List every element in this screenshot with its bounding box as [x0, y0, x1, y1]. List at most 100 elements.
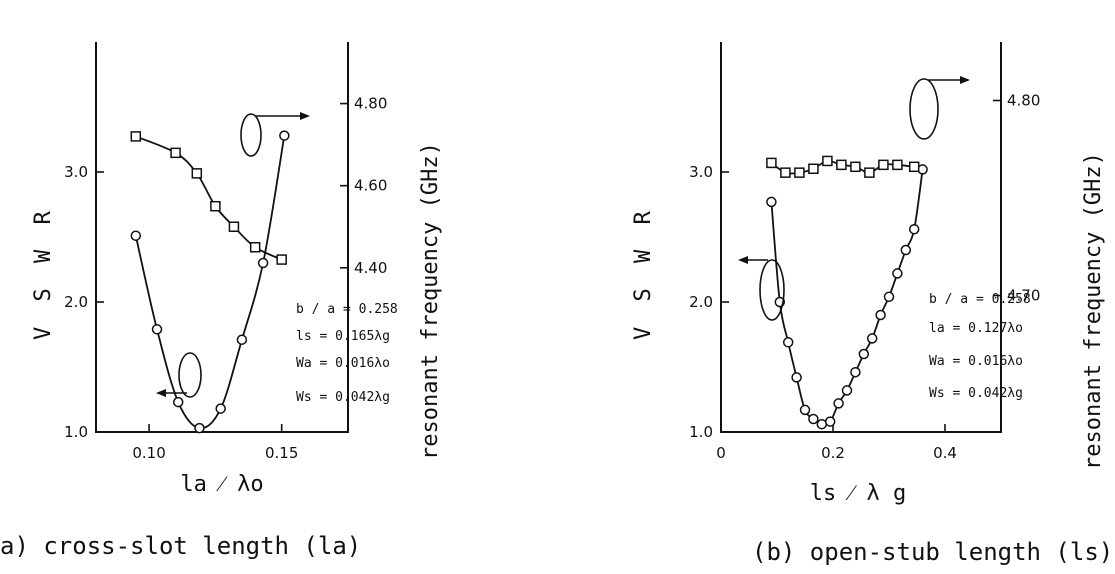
chart-a-frequency-point	[210, 200, 221, 212]
chart-a-y-left-tick-label: 1.0	[64, 423, 88, 441]
chart-b-param-1: b / a = 0.258	[929, 292, 1031, 307]
chart-b-xlabel: ls ⁄ λ g	[810, 481, 906, 506]
chart-a-params: b / a = 0.258 ls = 0.165λg Wa = 0.016λo …	[296, 302, 398, 405]
chart-b-y-left-tick-label: 3.0	[689, 163, 713, 181]
chart-b-markers	[766, 155, 928, 430]
chart-b-indicator-vswr-arrowhead	[738, 256, 748, 264]
chart-b-vswr-point	[808, 413, 819, 425]
chart-a-ylabel-right: resonant frequency (GHz)	[418, 142, 443, 460]
chart-b-vswr-point	[833, 398, 844, 409]
chart-b-param-2: la = 0.127λo	[929, 321, 1023, 336]
chart-b-curves	[770, 159, 924, 426]
chart-b-vswr-point	[791, 372, 802, 383]
chart-b-vswr-point	[875, 309, 886, 321]
chart-b-vswr-point	[782, 337, 794, 348]
chart-b-ylabel-left: V S W R	[631, 205, 656, 340]
chart-a-series-vswr-line	[134, 135, 286, 430]
chart-a-ticks: 0.10 0.15 1.0 2.0 3.0 4.40 4.60 4.80	[64, 95, 387, 462]
chart-b-vswr-point	[816, 418, 828, 430]
chart-b-vswr-point	[908, 223, 920, 235]
chart-b-indicator-vswr	[738, 256, 785, 321]
chart-a-ylabel-left: V S W R	[31, 205, 56, 340]
chart-a-frequency-point	[191, 168, 203, 179]
chart-b: 0 0.2 0.4 1.0 2.0 3.0 4.70 4.80 V S W R resonan…	[631, 42, 1113, 566]
chart-b-frequency-point	[892, 159, 903, 171]
chart-b-param-3: Wa = 0.016λo	[929, 354, 1023, 369]
chart-b-indicator-freq-ellipse	[909, 78, 939, 140]
chart-a-frequency-point	[249, 242, 261, 253]
chart-a-indicator-vswr	[156, 352, 202, 398]
chart-a-indicator-freq-ellipse	[240, 113, 262, 157]
chart-a-frequency-point	[170, 147, 181, 159]
chart-b-ylabel-right: resonant frequency (GHz)	[1081, 152, 1106, 470]
chart-b-vswr-point	[858, 348, 870, 360]
chart-a-vswr-point	[236, 334, 248, 345]
chart-b-vswr-point	[799, 404, 811, 416]
chart-b-vswr-point	[892, 268, 903, 279]
chart-a-indicator-vswr-arrowhead	[156, 389, 166, 397]
chart-b-y-right-tick-label: 4.70	[1007, 287, 1040, 305]
chart-b-caption: (b) open-stub length (ls)	[752, 538, 1113, 566]
chart-b-x-tick-label: 0.4	[933, 444, 957, 462]
chart-a-y-left-tick-label: 2.0	[64, 293, 88, 311]
chart-b-indicator-freq	[909, 76, 970, 140]
chart-a-xlabel: la ⁄ λo	[180, 472, 263, 497]
chart-a-vswr-point	[279, 130, 290, 141]
chart-a-frequency-point	[276, 254, 287, 265]
chart-a-vswr-point	[257, 257, 269, 269]
chart-b-vswr-point	[824, 416, 836, 427]
chart-b-vswr-point	[841, 385, 853, 396]
chart-b-y-right-tick-label: 4.80	[1007, 92, 1040, 110]
chart-b-x-tick-label: 0	[716, 444, 726, 462]
chart-b-x-tick-label: 0.2	[821, 444, 845, 462]
chart-b-frequency-point	[766, 157, 777, 169]
chart-a-x-tick-label: 0.10	[132, 444, 165, 462]
chart-b-frequency-point	[822, 155, 833, 167]
chart-b-vswr-point	[850, 366, 861, 378]
chart-a-vswr-point	[172, 396, 184, 408]
chart-b-frequency-point	[850, 161, 861, 173]
chart-b-frequency-point	[864, 167, 875, 178]
chart-b-frequency-point	[780, 167, 791, 178]
chart-a-frequency-point	[228, 221, 240, 232]
chart-a-markers	[130, 130, 290, 434]
chart-a-vswr-point	[151, 324, 163, 335]
chart-b-frequency-point	[908, 161, 920, 173]
chart-b-indicator-freq-arrowhead	[960, 76, 970, 84]
chart-a-param-4: Ws = 0.042λg	[296, 390, 390, 405]
chart-a-vswr-point	[215, 403, 226, 414]
chart-b-frequency-point	[878, 159, 889, 171]
chart-a-curves	[134, 135, 286, 430]
chart-b-vswr-point	[883, 291, 895, 303]
chart-a-caption: a) cross-slot length (la)	[0, 532, 361, 560]
chart-a-indicator-freq-arrowhead	[300, 112, 310, 120]
chart-a-plot-frame	[95, 42, 349, 433]
chart-b-frequency-point	[808, 163, 819, 174]
chart-a-series-frequency-line	[135, 135, 283, 261]
chart-b-param-4: Ws = 0.042λg	[929, 386, 1023, 401]
chart-a-indicator-freq	[240, 112, 310, 157]
chart-b-vswr-point	[900, 244, 912, 256]
chart-b-vswr-point	[866, 333, 878, 344]
chart-b-frequency-point	[794, 167, 805, 178]
chart-b-params: b / a = 0.258 la = 0.127λo Wa = 0.016λo …	[929, 292, 1031, 401]
chart-a-indicator-vswr-ellipse	[178, 352, 202, 398]
chart-a-frequency-point	[130, 131, 142, 142]
chart-b-plot-frame	[720, 42, 1002, 433]
chart-a-vswr-point	[194, 422, 205, 434]
chart-a-y-right-tick-label: 4.40	[354, 259, 387, 277]
chart-a-param-3: Wa = 0.016λo	[296, 356, 390, 371]
chart-b-indicator-vswr-ellipse	[759, 259, 785, 321]
chart-a-param-2: ls = 0.165λg	[296, 329, 390, 344]
chart-a: 0.10 0.15 1.0 2.0 3.0 4.40 4.60 4.80 V S W R re…	[0, 42, 443, 560]
chart-b-y-left-tick-label: 2.0	[689, 293, 713, 311]
chart-a-y-right-tick-label: 4.80	[354, 95, 387, 113]
chart-a-x-tick-label: 0.15	[265, 444, 298, 462]
chart-b-ticks: 0 0.2 0.4 1.0 2.0 3.0 4.70 4.80	[689, 92, 1040, 463]
chart-a-param-1: b / a = 0.258	[296, 302, 398, 317]
chart-a-vswr-point	[130, 230, 142, 241]
chart-a-y-left-tick-label: 3.0	[64, 163, 88, 181]
chart-a-y-right-tick-label: 4.60	[354, 177, 387, 195]
chart-b-vswr-point	[766, 196, 777, 208]
